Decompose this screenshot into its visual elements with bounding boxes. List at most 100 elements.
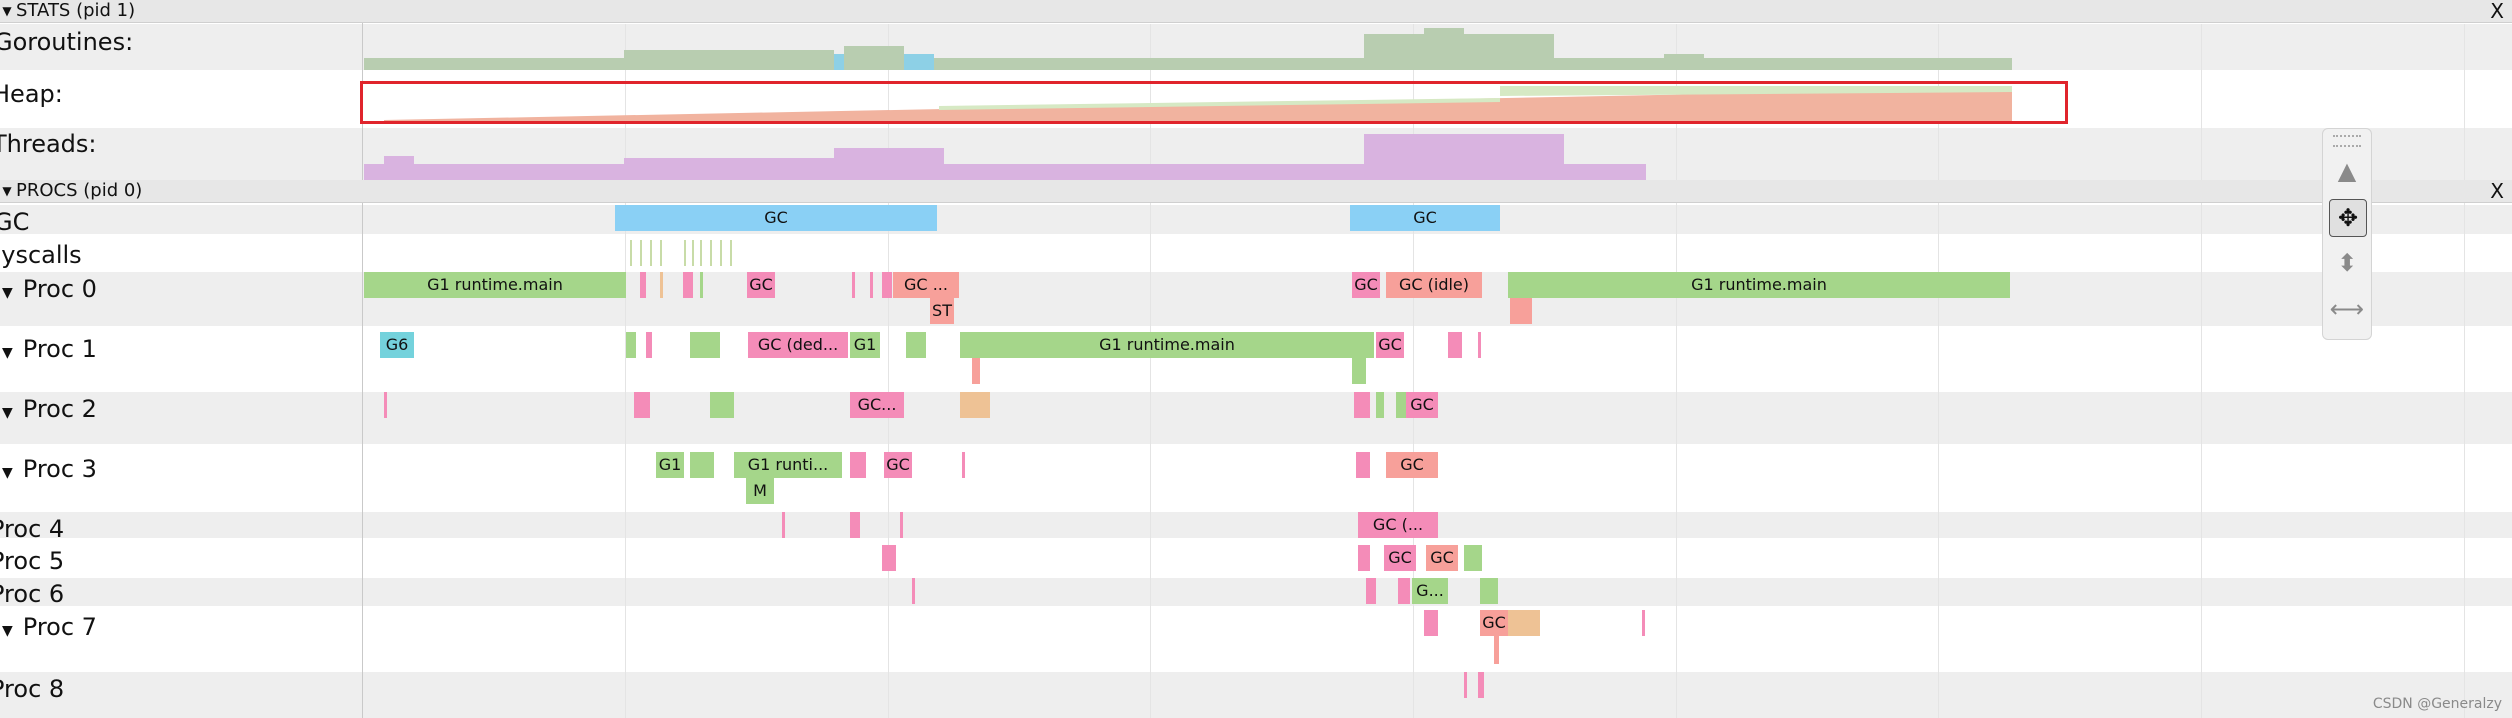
heap-chart[interactable]	[364, 80, 2014, 122]
pan-tool-icon[interactable]: ✥	[2329, 199, 2367, 237]
event-tick[interactable]	[900, 512, 903, 538]
goroutines-chart[interactable]	[364, 24, 2014, 70]
proc7-label[interactable]: ▼ Proc 7	[2, 613, 97, 641]
goroutine-slice[interactable]: G...	[1412, 578, 1448, 604]
event-tick[interactable]	[962, 452, 965, 478]
zoom-tool-icon[interactable]: ⬍	[2336, 249, 2358, 277]
syscalls-ticks[interactable]	[620, 240, 740, 266]
event-tick[interactable]	[882, 272, 892, 298]
goroutine-slice[interactable]: G1 runti...	[734, 452, 842, 478]
procs-section-header[interactable]: ▼ PROCS (pid 0) X	[0, 180, 2512, 203]
stats-section-header[interactable]: ▼ STATS (pid 1) X	[0, 0, 2512, 23]
goroutine-slice[interactable]: G1 runtime.main	[364, 272, 626, 298]
event-tick[interactable]	[1508, 610, 1540, 636]
gc-slice[interactable]: GC (ded...	[748, 332, 848, 358]
procs-section-title: PROCS (pid 0)	[16, 180, 143, 201]
gc-track-label: GC	[0, 208, 30, 236]
proc2-label[interactable]: ▼ Proc 2	[2, 395, 97, 423]
gc-slice[interactable]: GC	[1406, 392, 1438, 418]
gc-slice[interactable]: GC	[1384, 545, 1416, 571]
close-stats-button[interactable]: X	[2490, 0, 2504, 23]
goroutine-slice[interactable]: G1	[656, 452, 684, 478]
expand-toggle-icon[interactable]: ▼	[2, 345, 13, 361]
stw-slice[interactable]: ST	[930, 298, 954, 324]
proc0-label[interactable]: ▼ Proc 0	[2, 275, 97, 303]
toolbar-drag-handle[interactable]	[2333, 135, 2361, 147]
event-tick[interactable]	[626, 332, 636, 358]
expand-toggle-icon[interactable]: ▼	[2, 623, 13, 639]
event-tick[interactable]	[1480, 578, 1498, 604]
gc-slice[interactable]: GC	[1350, 205, 1500, 231]
event-tick[interactable]	[1398, 578, 1410, 604]
collapse-triangle-icon[interactable]: ▼	[2, 4, 12, 18]
gc-idle-slice[interactable]: GC (idle)	[1386, 272, 1482, 298]
event-tick[interactable]	[700, 272, 703, 298]
event-tick[interactable]	[1356, 452, 1370, 478]
event-tick[interactable]	[640, 272, 646, 298]
event-tick[interactable]	[1352, 358, 1366, 384]
event-tick[interactable]	[1354, 392, 1370, 418]
close-procs-button[interactable]: X	[2490, 179, 2504, 203]
gc-slice[interactable]: GC (...	[1358, 512, 1438, 538]
gc-slice[interactable]: GC	[1376, 332, 1404, 358]
event-tick[interactable]	[683, 272, 693, 298]
event-tick[interactable]	[384, 392, 387, 418]
event-tick[interactable]	[1464, 545, 1482, 571]
event-tick[interactable]	[690, 332, 720, 358]
gc-slice[interactable]: GC...	[850, 392, 904, 418]
event-tick[interactable]	[960, 392, 990, 418]
watermark: CSDN @Generalzy	[2372, 696, 2502, 712]
event-tick[interactable]	[1424, 610, 1438, 636]
goroutine-slice[interactable]: G1	[850, 332, 880, 358]
event-tick[interactable]	[1464, 672, 1467, 698]
event-tick[interactable]	[972, 358, 980, 384]
event-tick[interactable]	[850, 512, 860, 538]
expand-toggle-icon[interactable]: ▼	[2, 405, 13, 421]
gc-slice[interactable]: GC ...	[893, 272, 959, 298]
event-tick[interactable]	[1366, 578, 1376, 604]
event-tick[interactable]	[660, 272, 663, 298]
selection-tool-icon[interactable]: ▲	[2337, 157, 2357, 185]
event-tick[interactable]	[646, 332, 652, 358]
event-tick[interactable]	[912, 578, 915, 604]
gc-slice[interactable]: GC	[1352, 272, 1380, 298]
gc-slice[interactable]: GC	[884, 452, 912, 478]
gc-slice[interactable]: GC	[747, 272, 775, 298]
event-tick[interactable]	[1478, 672, 1484, 698]
event-tick[interactable]	[850, 452, 866, 478]
event-tick[interactable]	[710, 392, 734, 418]
goroutine-slice[interactable]: G1 runtime.main	[1508, 272, 2010, 298]
event-tick[interactable]	[882, 545, 896, 571]
event-tick[interactable]	[1510, 298, 1532, 324]
timing-tool-icon[interactable]: ⟷	[2329, 295, 2365, 323]
event-tick[interactable]	[1494, 636, 1499, 664]
proc1-label[interactable]: ▼ Proc 1	[2, 335, 97, 363]
event-tick[interactable]	[1396, 392, 1406, 418]
event-tick[interactable]	[852, 272, 855, 298]
proc3-label[interactable]: ▼ Proc 3	[2, 455, 97, 483]
event-tick[interactable]	[1448, 332, 1462, 358]
event-tick[interactable]	[634, 392, 650, 418]
gc-slice[interactable]: GC	[1480, 610, 1508, 636]
event-tick[interactable]	[870, 272, 873, 298]
gc-slice[interactable]: GC	[615, 205, 937, 231]
collapse-triangle-icon[interactable]: ▼	[2, 184, 12, 198]
gc-slice[interactable]: GC	[1426, 545, 1458, 571]
expand-toggle-icon[interactable]: ▼	[2, 285, 13, 301]
grid-line	[625, 24, 626, 718]
gc-slice[interactable]: GC	[1386, 452, 1438, 478]
mouse-mode-toolbar: ▲ ✥ ⬍ ⟷	[2322, 128, 2372, 340]
event-tick[interactable]	[1478, 332, 1481, 358]
goroutine-slice[interactable]: M	[746, 478, 774, 504]
expand-toggle-icon[interactable]: ▼	[2, 465, 13, 481]
event-tick[interactable]	[1642, 610, 1645, 636]
grid-line	[1150, 24, 1151, 718]
event-tick[interactable]	[906, 332, 926, 358]
event-tick[interactable]	[782, 512, 785, 538]
event-tick[interactable]	[1376, 392, 1384, 418]
event-tick[interactable]	[690, 452, 714, 478]
goroutine-slice[interactable]: G6	[380, 332, 414, 358]
goroutine-slice[interactable]: G1 runtime.main	[960, 332, 1374, 358]
event-tick[interactable]	[1358, 545, 1370, 571]
threads-chart[interactable]	[364, 128, 1664, 180]
